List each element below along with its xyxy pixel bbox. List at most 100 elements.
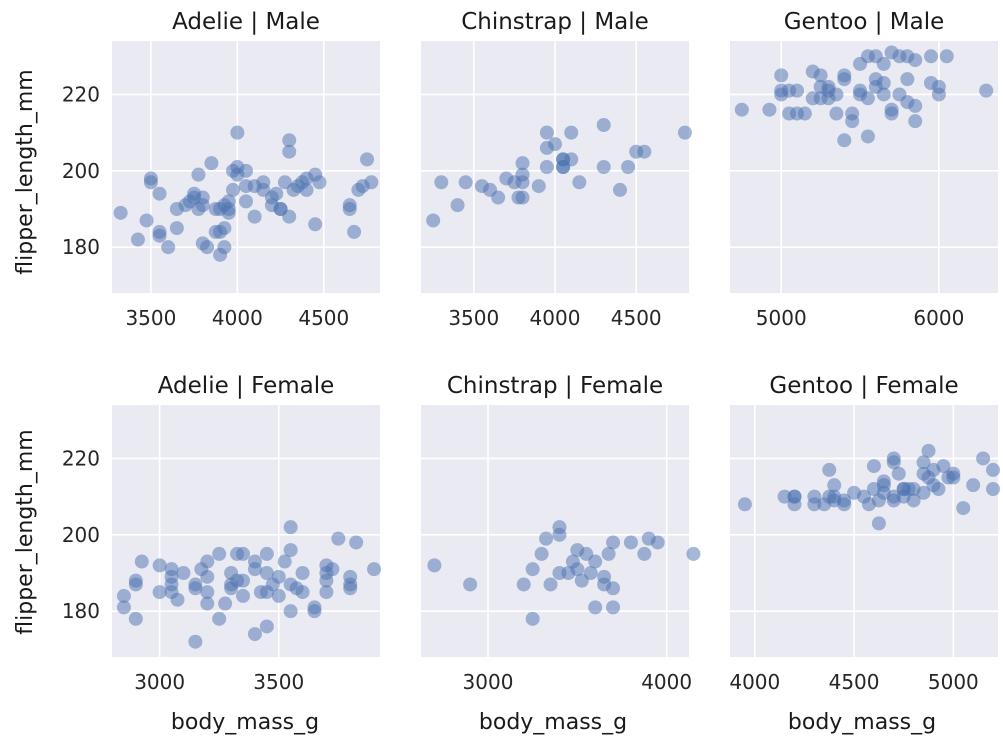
data-point — [539, 160, 554, 174]
data-point — [128, 611, 143, 626]
data-point — [813, 68, 828, 83]
facet-panel: 4000 4500 5000 Gentoo | Female — [729, 373, 1001, 694]
data-point — [360, 152, 375, 167]
data-point — [295, 566, 310, 580]
data-point — [525, 562, 540, 577]
x-tick-label: 4000 — [530, 306, 581, 330]
data-point — [936, 459, 951, 474]
data-point — [572, 175, 587, 190]
data-point — [427, 558, 442, 573]
y-tick-label: 180 — [62, 599, 100, 623]
x-tick-label: 3500 — [253, 670, 304, 694]
data-point — [908, 53, 923, 68]
data-point — [601, 546, 616, 561]
data-point — [195, 190, 210, 205]
data-point — [342, 198, 357, 213]
data-point — [737, 497, 752, 512]
data-point — [347, 224, 362, 239]
data-point — [827, 478, 842, 493]
data-point — [552, 520, 567, 535]
data-point — [921, 443, 936, 458]
data-point — [650, 535, 665, 550]
data-point — [623, 535, 638, 550]
data-point — [230, 125, 245, 140]
data-point — [308, 217, 323, 232]
data-point — [931, 482, 946, 496]
data-point — [515, 156, 530, 171]
data-point — [956, 501, 971, 516]
data-point — [606, 600, 621, 615]
data-point — [525, 611, 540, 626]
data-point — [200, 240, 215, 255]
facet-panel: 3000 4000 Chinstrap | Female — [421, 373, 701, 694]
data-point — [282, 209, 297, 224]
data-point — [762, 102, 777, 117]
data-point — [829, 106, 844, 121]
data-point — [939, 49, 954, 64]
data-point — [116, 588, 131, 603]
y-tick-label: 200 — [62, 159, 100, 183]
data-point — [583, 566, 598, 580]
data-point — [596, 118, 611, 132]
data-point — [837, 493, 852, 508]
data-point — [152, 224, 167, 239]
data-point — [236, 546, 251, 561]
scatter-points — [734, 45, 994, 148]
data-point — [822, 462, 837, 477]
data-point — [277, 554, 292, 569]
data-point — [931, 79, 946, 94]
data-point — [886, 451, 901, 466]
data-point — [434, 175, 449, 190]
x-tick-label: 4000 — [729, 670, 780, 694]
data-point — [777, 489, 792, 504]
data-point — [307, 604, 322, 619]
scatter-points — [113, 125, 379, 262]
data-point — [548, 137, 562, 152]
x-tick-label: 4500 — [298, 306, 349, 330]
facet-panel: 5000 6000 Gentoo | Male — [730, 9, 998, 330]
data-point — [239, 194, 253, 209]
data-point — [543, 577, 558, 592]
data-point — [564, 125, 579, 140]
data-point — [837, 68, 852, 83]
data-point — [312, 175, 327, 190]
panel-title: Chinstrap | Female — [447, 373, 663, 399]
data-point — [299, 182, 314, 197]
x-tick-label: 5000 — [928, 670, 979, 694]
data-point — [539, 125, 554, 140]
data-point — [860, 91, 875, 106]
data-point — [364, 175, 379, 190]
x-tick-label: 3000 — [463, 670, 514, 694]
data-point — [516, 577, 531, 592]
data-point — [282, 144, 297, 159]
data-point — [774, 68, 789, 83]
data-point — [188, 634, 203, 649]
data-point — [979, 83, 994, 98]
x-tick-label: 6000 — [913, 306, 964, 330]
data-point — [686, 546, 701, 561]
data-point — [239, 163, 253, 178]
y-axis-label-top: flipper_length_mm — [13, 69, 38, 274]
data-point — [797, 106, 812, 121]
data-point — [908, 114, 923, 129]
facet-grid: 3500 4000 4500 180 200 220 Adelie | Male 3500 40… — [62, 9, 1001, 694]
data-point — [734, 102, 749, 117]
data-point — [588, 600, 603, 615]
data-point — [787, 489, 802, 504]
data-point — [259, 566, 274, 580]
data-point — [191, 167, 206, 182]
data-point — [908, 98, 923, 113]
data-point — [837, 133, 852, 148]
panel-background — [112, 405, 380, 657]
data-point — [637, 546, 652, 561]
data-point — [916, 485, 931, 500]
data-point — [282, 133, 297, 148]
data-point — [871, 516, 886, 531]
scatter-points — [427, 520, 701, 626]
data-point — [283, 604, 298, 619]
x-tick-label: 3500 — [448, 306, 499, 330]
data-point — [946, 470, 961, 485]
data-point — [916, 455, 931, 470]
data-point — [539, 531, 554, 546]
data-point — [860, 129, 875, 144]
